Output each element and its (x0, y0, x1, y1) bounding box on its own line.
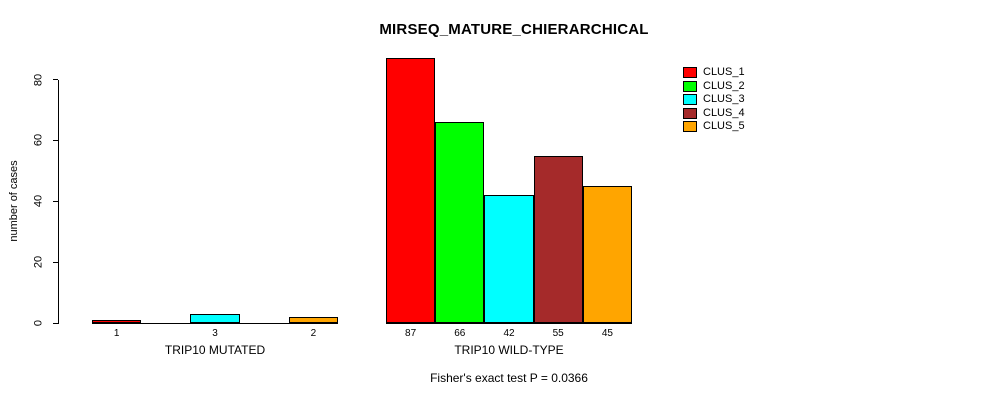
bar-clus_4 (533, 155, 583, 323)
y-tick-label: 80 (32, 73, 45, 86)
bar-value-label: 55 (552, 328, 564, 339)
y-tick-label: 40 (32, 195, 45, 208)
bar-value-label: 42 (503, 328, 515, 339)
y-tick-mark (53, 261, 58, 263)
legend-item: CLUS_5 (683, 120, 745, 134)
group-baseline (92, 323, 338, 324)
bar-value-label: 66 (454, 328, 466, 339)
bar-clus_5 (582, 186, 632, 323)
legend-item: CLUS_2 (683, 80, 745, 94)
legend-item: CLUS_4 (683, 107, 745, 121)
legend-color-swatch (683, 121, 697, 133)
legend-item-label: CLUS_1 (703, 66, 745, 79)
y-tick-mark (53, 79, 58, 80)
bar-clus_2 (435, 122, 485, 323)
bar-value-label: 45 (601, 328, 613, 339)
legend-color-swatch (683, 94, 697, 106)
bar-value-label: 3 (212, 328, 218, 339)
chart-title: MIRSEQ_MATURE_CHIERARCHICAL (379, 21, 649, 38)
y-tick-label: 60 (32, 134, 45, 147)
legend-color-swatch (683, 67, 697, 79)
y-tick-mark (53, 139, 58, 141)
legend-color-swatch (683, 107, 697, 119)
bar-clus_5 (288, 316, 338, 323)
bar-value-label: 87 (405, 328, 417, 339)
fisher-test-footnote: Fisher's exact test P = 0.0366 (430, 371, 588, 385)
y-tick-label: 20 (32, 256, 45, 269)
y-axis-line (58, 80, 59, 324)
y-tick-mark (53, 200, 58, 202)
group-baseline (386, 323, 632, 324)
legend-item: CLUS_1 (683, 66, 745, 80)
group-label: TRIP10 MUTATED (164, 343, 266, 357)
bar-clus_1 (92, 319, 142, 323)
legend-item: CLUS_3 (683, 93, 745, 107)
legend-color-swatch (683, 80, 697, 92)
bar-clus_1 (386, 58, 436, 323)
y-axis-label: number of cases (8, 160, 20, 242)
bar-value-label: 1 (113, 328, 120, 339)
legend-item-label: CLUS_4 (703, 106, 745, 119)
bar-clus_3 (190, 313, 240, 323)
legend: CLUS_1 CLUS_2 CLUS_3 CLUS_4 CLUS_5 (683, 66, 745, 134)
bar-clus_3 (484, 195, 534, 323)
y-tick-mark (53, 322, 58, 324)
bar-value-label: 2 (310, 328, 317, 339)
legend-item-label: CLUS_3 (703, 93, 745, 106)
legend-item-label: CLUS_2 (703, 79, 745, 92)
group-label: TRIP10 WILD-TYPE (454, 343, 564, 357)
legend-item-label: CLUS_5 (703, 120, 745, 133)
y-tick-label: 0 (32, 319, 45, 327)
